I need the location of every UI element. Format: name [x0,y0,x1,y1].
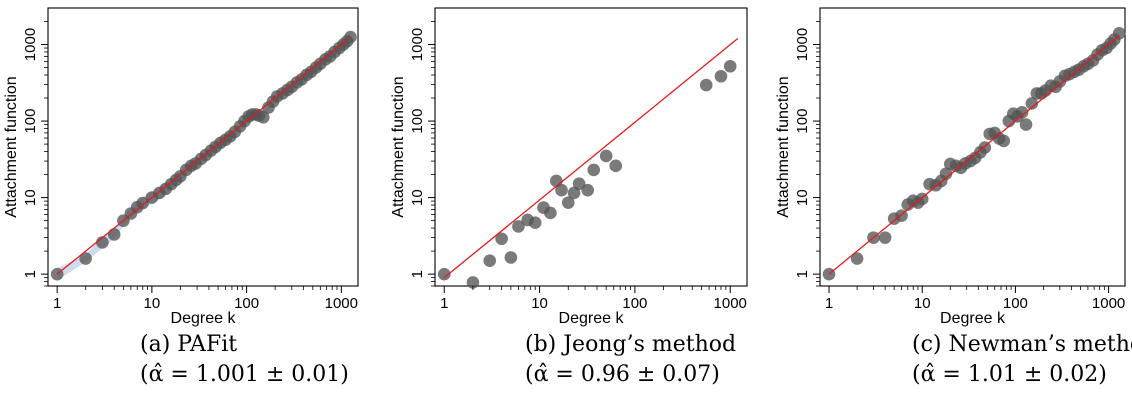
x-tick-label-0: 1 [53,295,61,312]
data-point-17 [599,149,613,163]
y-tick-label-0: 1 [22,270,39,278]
y-axis-label: Attachment function [390,76,407,217]
y-tick-label-1: 10 [794,189,811,206]
caption-b-estimate: (α̂ = 0.96 ± 0.07) [525,362,720,387]
data-points [437,59,737,289]
x-tick-label-2: 100 [622,295,647,312]
fit-line [56,37,350,275]
data-point-0 [437,267,451,281]
data-point-21 [723,59,737,73]
y-tick-label-2: 100 [22,109,39,134]
x-tick-label-3: 1000 [1092,295,1125,312]
caption-a: (a) PAFit (α̂ = 1.001 ± 0.01) [140,330,440,390]
data-point-3 [107,228,121,241]
data-point-31 [256,110,270,124]
data-point-3 [878,231,892,244]
x-tick-label-0: 1 [440,295,448,312]
y-axis-label: Attachment function [775,76,792,217]
x-tick-label-3: 1000 [714,295,747,312]
plot-frame [819,7,1126,287]
data-point-2 [483,254,497,267]
y-tick-label-3: 1000 [794,28,811,61]
caption-b-label: (b) Jeong’s method [525,332,737,357]
plot-frame [47,7,359,287]
y-tick-label-0: 1 [794,270,811,278]
data-point-4 [504,251,518,264]
data-point-15 [581,183,595,197]
data-point-31 [1025,97,1039,110]
x-tick-label-2: 100 [234,295,259,312]
data-point-0 [50,267,64,281]
data-point-50 [1112,27,1126,40]
fit-line [443,37,739,279]
data-point-20 [714,69,728,83]
x-axis-label: Degree k [559,310,625,327]
y-tick-label-1: 10 [409,189,426,206]
data-point-1 [79,252,92,265]
x-axis-label: Degree k [940,310,1006,327]
data-point-13 [567,186,581,200]
data-point-1 [850,252,864,265]
data-point-2 [96,236,109,249]
data-point-7 [136,196,150,210]
data-point-21 [978,141,992,154]
caption-a-estimate: (α̂ = 1.001 ± 0.01) [140,362,349,387]
y-tick-label-2: 100 [794,109,811,134]
y-tick-label-1: 10 [22,189,39,206]
x-tick-label-3: 1000 [325,295,358,312]
x-axis-label: Degree k [171,310,237,327]
data-point-29 [1015,106,1029,119]
data-point-5 [512,220,525,233]
data-point-14 [572,177,586,190]
chart-2: 1 10 100 1000 1 10 100 1000 Degree k Attachment f… [775,7,1126,327]
x-tick-label-1: 10 [531,295,548,312]
data-point-12 [561,196,575,209]
data-point-16 [587,163,601,177]
caption-c-label: (c) Newman’s method [912,332,1132,357]
x-tick-label-1: 10 [144,295,161,312]
x-tick-label-2: 100 [1003,295,1028,312]
caption-b: (b) Jeong’s method (α̂ = 0.96 ± 0.07) [525,330,825,390]
data-point-30 [1019,118,1033,131]
caption-a-label: (a) PAFit [140,332,238,357]
fit-line [828,35,1120,275]
y-tick-label-3: 1000 [409,28,426,61]
data-point-25 [997,134,1011,148]
data-point-1 [466,276,480,289]
caption-c-estimate: (α̂ = 1.01 ± 0.02) [912,362,1107,387]
chart-0: 1 10 100 1000 1 10 100 1000 Degree k Attachment f… [3,7,359,327]
chart-1: 1 10 100 1000 1 10 100 1000 Degree k Attachment f… [390,7,748,327]
data-point-11 [555,183,568,197]
plot-frame [434,7,748,287]
data-point-7 [528,216,542,230]
y-tick-label-0: 1 [409,270,426,278]
data-point-13 [939,167,953,181]
y-axis-label: Attachment function [3,76,20,217]
data-point-9 [544,206,557,220]
data-point-18 [609,159,623,173]
y-tick-label-3: 1000 [22,28,39,61]
x-tick-label-1: 10 [914,295,931,312]
plots-canvas: 1 10 100 1000 1 10 100 1000 Degree k Attachment f… [3,7,1126,327]
y-tick-label-2: 100 [409,109,426,134]
data-point-50 [344,30,357,44]
caption-c: (c) Newman’s method (α̂ = 1.01 ± 0.02) [912,330,1132,390]
data-point-3 [495,232,508,246]
x-tick-label-0: 1 [825,295,833,312]
data-point-19 [699,78,713,92]
